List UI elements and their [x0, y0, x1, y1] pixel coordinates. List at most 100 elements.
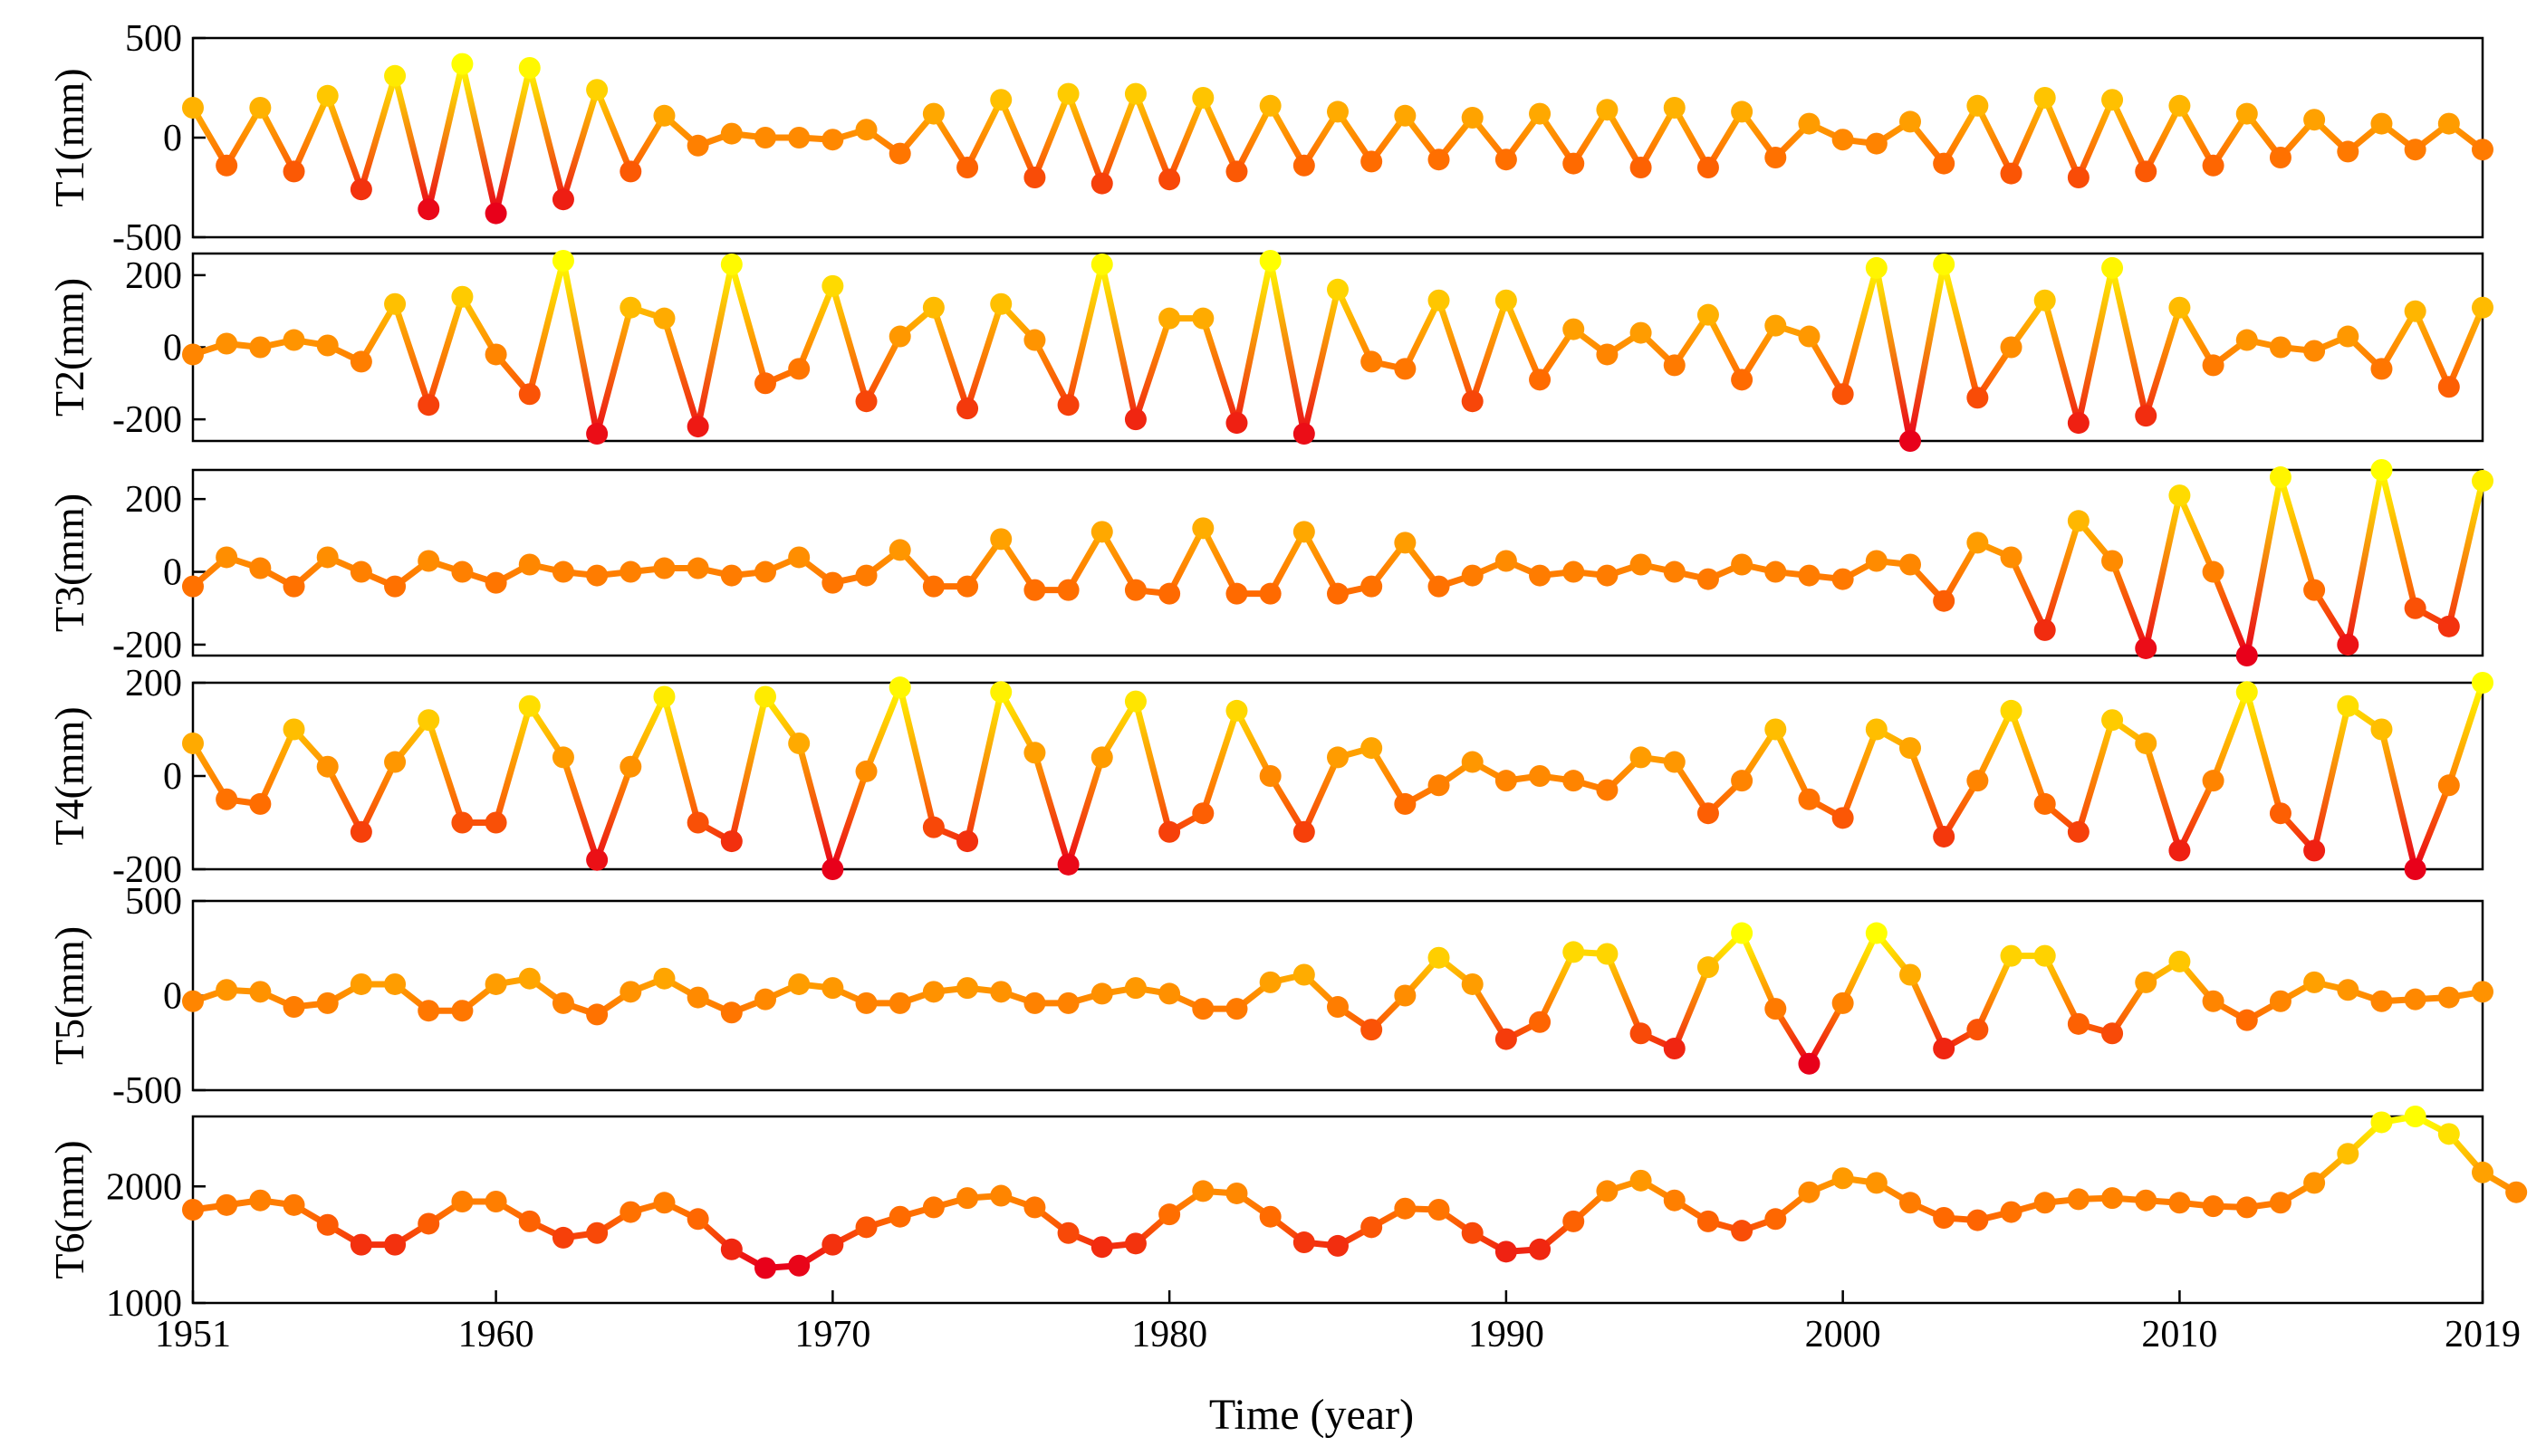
data-point-t2-1977 — [1057, 394, 1080, 417]
data-point-t1-1973 — [922, 102, 945, 125]
data-point-t3-1992 — [1562, 560, 1585, 583]
segment-t1-11 — [560, 86, 600, 203]
segment-t4-21 — [897, 684, 937, 831]
data-point-t6-1985 — [1327, 1234, 1349, 1257]
segment-t1-4 — [324, 92, 365, 193]
data-point-t2-1952 — [216, 332, 238, 355]
segment-t4-20 — [863, 684, 904, 775]
data-point-t3-2005 — [2000, 546, 2022, 569]
data-point-t5-1989 — [1461, 972, 1484, 995]
data-point-t6-2006 — [2033, 1192, 2056, 1214]
data-point-t1-1998 — [1764, 147, 1787, 168]
data-point-t4-2018 — [2437, 774, 2460, 797]
segment-t1-5 — [358, 72, 399, 193]
data-point-t3-1968 — [754, 560, 776, 583]
data-point-t4-1994 — [1629, 746, 1652, 769]
segment-t3-27 — [1099, 528, 1139, 594]
x-axis-label: Time (year) — [1209, 1391, 1414, 1439]
data-point-t6-1989 — [1461, 1221, 1484, 1244]
data-point-t1-1971 — [855, 119, 878, 141]
segment-t2-45 — [1705, 311, 1745, 383]
segment-t3-33 — [1301, 528, 1341, 598]
data-point-t3-1954 — [283, 575, 305, 598]
segment-t3-29 — [1166, 524, 1206, 598]
data-point-t6-1952 — [216, 1193, 238, 1216]
data-point-t1-1964 — [620, 160, 642, 183]
data-point-t1-1985 — [1327, 101, 1349, 123]
data-point-t4-1988 — [1427, 774, 1450, 797]
data-point-t4-1976 — [1023, 742, 1046, 764]
data-point-t5-2000 — [1831, 991, 1854, 1014]
data-point-t4-1955 — [316, 755, 339, 778]
data-point-t5-1961 — [518, 967, 541, 990]
segment-t2-20 — [863, 333, 904, 405]
segment-t3-54 — [2008, 553, 2049, 634]
data-point-t1-2016 — [2370, 112, 2393, 135]
data-point-t2-1982 — [1225, 412, 1248, 435]
axis-box-t3 — [191, 468, 2484, 657]
segment-t1-2 — [256, 104, 298, 175]
series-line-t1 — [189, 61, 2486, 217]
segment-t4-24 — [997, 688, 1038, 756]
data-point-t2-1991 — [1529, 369, 1552, 391]
data-point-t1-2017 — [2404, 139, 2426, 161]
data-point-t5-2002 — [1899, 963, 1921, 986]
data-point-t1-1997 — [1731, 101, 1753, 123]
data-point-t5-1984 — [1292, 963, 1315, 986]
data-point-t2-2001 — [1865, 256, 1888, 279]
segment-t3-52 — [1940, 539, 1981, 605]
data-point-t5-1985 — [1327, 996, 1349, 1019]
segment-t2-23 — [964, 301, 1004, 412]
segment-t2-56 — [2075, 264, 2116, 426]
data-point-t2-1962 — [552, 249, 574, 272]
data-point-t2-1973 — [922, 296, 945, 319]
segment-t1-24 — [997, 96, 1038, 181]
data-point-t3-2008 — [2101, 550, 2124, 572]
data-point-t5-1998 — [1764, 998, 1787, 1020]
segment-t2-16 — [728, 261, 769, 387]
x-tick-label-2000: 2000 — [1805, 1314, 1881, 1355]
data-point-t6-2015 — [2337, 1143, 2359, 1165]
data-point-t6-1992 — [1562, 1210, 1585, 1232]
segment-t3-26 — [1065, 528, 1106, 594]
data-point-t1-1986 — [1360, 150, 1383, 173]
data-point-t1-1993 — [1596, 99, 1619, 121]
segment-t1-43 — [1638, 104, 1678, 171]
data-point-t6-1972 — [889, 1205, 911, 1228]
segment-t2-52 — [1940, 261, 1981, 401]
data-point-t1-1966 — [687, 134, 709, 157]
data-point-t4-1959 — [451, 811, 474, 834]
segment-t1-1 — [223, 104, 264, 169]
data-point-t2-2013 — [2269, 336, 2291, 359]
data-point-t6-1987 — [1394, 1197, 1417, 1220]
data-point-t4-1974 — [956, 830, 979, 853]
data-point-t2-1986 — [1360, 350, 1383, 373]
data-point-t1-1999 — [1798, 112, 1821, 135]
data-point-t6-1973 — [922, 1196, 945, 1219]
data-point-t4-2004 — [1966, 770, 1989, 792]
segment-t1-52 — [1940, 102, 1981, 168]
data-point-t6-1956 — [350, 1233, 372, 1256]
segment-t5-48 — [1805, 1000, 1847, 1068]
x-tick-label-1960: 1960 — [458, 1314, 534, 1355]
segment-t1-27 — [1099, 91, 1139, 187]
data-point-t4-2017 — [2404, 858, 2426, 880]
data-point-t4-1969 — [788, 732, 811, 754]
data-point-t4-1971 — [855, 760, 878, 782]
segment-t4-26 — [1065, 753, 1106, 868]
data-point-t1-1981 — [1192, 87, 1215, 109]
panel-t3: 200 0 -200 T3(mm) — [46, 459, 2493, 666]
data-point-t2-1979 — [1124, 408, 1147, 431]
data-point-t5-1963 — [586, 1003, 609, 1026]
data-point-t6-2014 — [2303, 1172, 2326, 1194]
data-point-t2-2007 — [2067, 412, 2090, 435]
data-point-t6-1954 — [283, 1193, 305, 1216]
data-point-t6-1961 — [518, 1210, 541, 1232]
data-point-t2-1960 — [485, 343, 507, 366]
data-point-t1-2005 — [2000, 162, 2022, 185]
segment-t4-13 — [627, 693, 668, 771]
segment-t1-58 — [2142, 102, 2183, 175]
data-point-t3-1963 — [586, 564, 609, 587]
data-point-t5-1953 — [249, 981, 272, 1003]
segment-t1-56 — [2075, 96, 2116, 181]
